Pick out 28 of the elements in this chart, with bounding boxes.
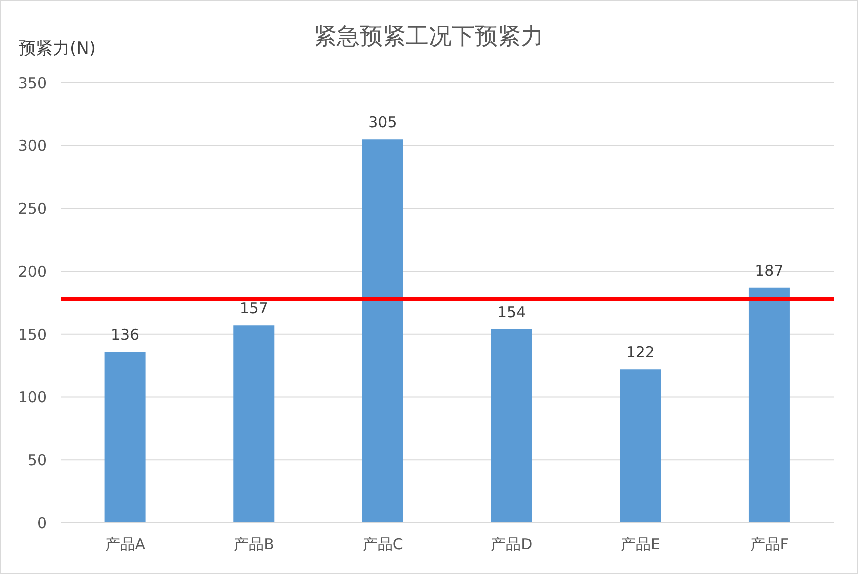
y-tick-label: 300 xyxy=(18,137,47,156)
y-tick-label: 100 xyxy=(18,388,47,407)
bar xyxy=(620,370,662,523)
data-label: 305 xyxy=(368,114,398,132)
y-tick-label: 50 xyxy=(28,451,47,470)
bar xyxy=(104,352,146,523)
data-label: 157 xyxy=(240,300,268,318)
y-tick-label: 200 xyxy=(18,262,47,281)
y-tick-label: 350 xyxy=(18,74,47,92)
chart-title: 紧急预紧工况下预紧力 xyxy=(314,24,544,50)
x-tick-label: 产品A xyxy=(105,536,146,554)
y-tick-label: 150 xyxy=(18,326,47,344)
bar xyxy=(491,329,532,523)
bar xyxy=(362,140,404,523)
x-tick-label: 产品B xyxy=(234,536,274,554)
data-label: 136 xyxy=(110,326,140,344)
data-label: 122 xyxy=(626,344,655,362)
bar xyxy=(234,326,275,523)
x-tick-label: 产品C xyxy=(362,536,404,554)
bar xyxy=(748,288,790,523)
data-label: 154 xyxy=(497,303,526,322)
y-axis-title: 预紧力(N) xyxy=(19,38,96,60)
x-tick-label: 产品D xyxy=(491,536,533,554)
data-label: 187 xyxy=(755,262,784,280)
x-tick-label: 产品F xyxy=(750,536,789,554)
x-tick-label: 产品E xyxy=(621,536,660,554)
y-tick-label: 0 xyxy=(37,514,47,532)
y-tick-label: 250 xyxy=(18,200,47,218)
